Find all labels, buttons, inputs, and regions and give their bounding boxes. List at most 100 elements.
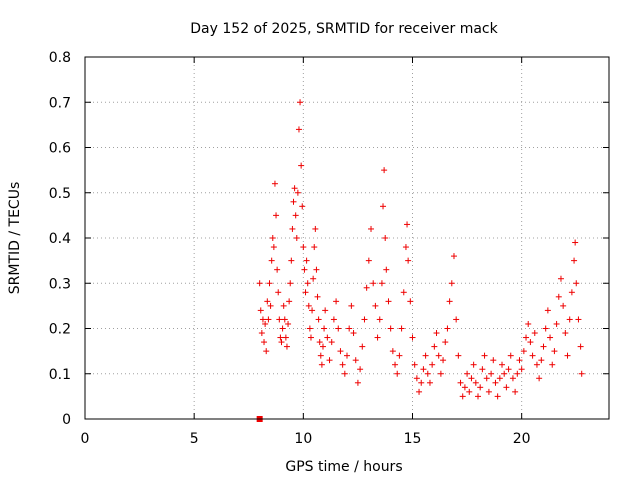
data-point bbox=[271, 180, 278, 187]
data-point bbox=[566, 316, 573, 323]
data-point bbox=[302, 289, 309, 296]
data-point bbox=[485, 388, 492, 395]
data-point bbox=[270, 244, 277, 251]
data-point bbox=[446, 298, 453, 305]
data-point bbox=[339, 361, 346, 368]
data-point bbox=[520, 348, 527, 355]
data-point bbox=[387, 325, 394, 332]
data-point bbox=[413, 375, 420, 382]
data-point bbox=[420, 366, 427, 373]
data-point bbox=[374, 334, 381, 341]
points-layer bbox=[256, 99, 585, 422]
data-point bbox=[494, 393, 501, 400]
data-point bbox=[307, 334, 314, 341]
y-tick-label: 0.6 bbox=[49, 141, 71, 157]
data-point bbox=[479, 366, 486, 373]
data-point bbox=[459, 393, 466, 400]
data-point bbox=[514, 370, 521, 377]
data-point bbox=[265, 316, 272, 323]
data-point bbox=[542, 325, 549, 332]
data-point bbox=[262, 320, 269, 327]
data-point bbox=[292, 212, 299, 219]
data-point bbox=[426, 379, 433, 386]
data-point bbox=[405, 257, 412, 264]
data-point bbox=[383, 266, 390, 273]
data-point bbox=[264, 298, 271, 305]
data-point bbox=[547, 334, 554, 341]
data-point bbox=[398, 325, 405, 332]
data-point bbox=[316, 339, 323, 346]
data-point bbox=[305, 302, 312, 309]
y-tick-label: 0.7 bbox=[49, 95, 71, 111]
data-point bbox=[557, 275, 564, 282]
data-point bbox=[431, 343, 438, 350]
x-tick-label: 0 bbox=[81, 431, 90, 447]
y-tick-label: 0.3 bbox=[49, 276, 71, 292]
data-point bbox=[280, 302, 287, 309]
data-point bbox=[281, 316, 288, 323]
data-point bbox=[266, 280, 273, 287]
data-point bbox=[536, 375, 543, 382]
data-point bbox=[396, 352, 403, 359]
data-point bbox=[564, 352, 571, 359]
y-tick-label: 0.2 bbox=[49, 322, 71, 338]
data-point bbox=[544, 307, 551, 314]
plot-frame bbox=[84, 56, 610, 420]
data-point bbox=[268, 257, 275, 264]
data-point bbox=[257, 307, 264, 314]
y-tick-label: 0 bbox=[62, 412, 71, 428]
data-point bbox=[531, 330, 538, 337]
data-point bbox=[289, 225, 296, 232]
data-point bbox=[392, 361, 399, 368]
data-point bbox=[555, 293, 562, 300]
data-point bbox=[378, 280, 385, 287]
data-point bbox=[560, 302, 567, 309]
data-point bbox=[418, 379, 425, 386]
data-point bbox=[286, 298, 293, 305]
data-point bbox=[389, 348, 396, 355]
data-point bbox=[568, 289, 575, 296]
data-point bbox=[337, 348, 344, 355]
data-point bbox=[509, 375, 516, 382]
y-tick-label: 0.8 bbox=[49, 50, 71, 66]
data-point bbox=[368, 225, 375, 232]
data-point bbox=[424, 370, 431, 377]
data-point bbox=[442, 339, 449, 346]
data-point bbox=[464, 370, 471, 377]
data-point bbox=[381, 167, 388, 174]
data-point bbox=[297, 99, 304, 106]
data-point bbox=[444, 325, 451, 332]
data-point bbox=[261, 339, 268, 346]
data-point bbox=[475, 393, 481, 400]
grid-layer bbox=[85, 57, 609, 419]
data-point bbox=[455, 352, 462, 359]
data-point bbox=[538, 357, 545, 364]
data-point bbox=[311, 244, 318, 251]
data-point bbox=[273, 212, 280, 219]
data-point bbox=[283, 343, 290, 350]
data-point bbox=[411, 361, 418, 368]
data-point bbox=[267, 302, 274, 309]
data-point bbox=[314, 293, 321, 300]
data-point bbox=[310, 275, 317, 282]
data-point bbox=[527, 339, 534, 346]
data-point bbox=[318, 361, 325, 368]
data-point bbox=[518, 366, 525, 373]
x-tick-label: 10 bbox=[294, 431, 312, 447]
data-point bbox=[344, 352, 350, 359]
data-point bbox=[288, 257, 295, 264]
data-point bbox=[370, 280, 377, 287]
data-point bbox=[507, 352, 514, 359]
data-point bbox=[274, 266, 281, 273]
axis-layer: 0 0.1 0.2 0.3 0.4 0.5 0.6 0.7 0.8 0 5 10 15 20 bbox=[49, 50, 609, 447]
data-point bbox=[468, 375, 475, 382]
data-point bbox=[516, 357, 523, 364]
data-point bbox=[278, 339, 285, 346]
data-point bbox=[333, 298, 340, 305]
data-point bbox=[298, 162, 305, 169]
data-point bbox=[450, 253, 457, 260]
data-point bbox=[317, 352, 324, 359]
data-point bbox=[372, 302, 379, 309]
data-point bbox=[488, 370, 495, 377]
